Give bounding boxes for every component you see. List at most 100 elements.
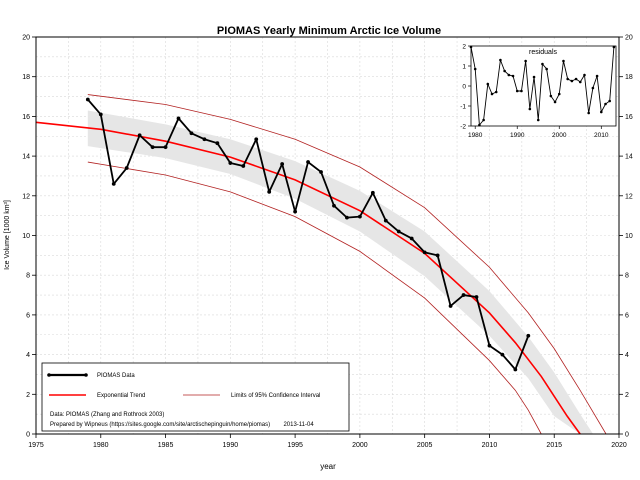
residual-point xyxy=(574,77,578,81)
x-tick-label: 1995 xyxy=(287,442,303,449)
x-tick-label: 2020 xyxy=(611,442,627,449)
inset-x-tick-label: 1980 xyxy=(468,132,483,139)
residual-point xyxy=(583,73,586,77)
residual-point xyxy=(562,59,565,63)
residual-point xyxy=(612,45,616,49)
data-point xyxy=(357,214,362,219)
y-tick-label-left: 18 xyxy=(22,74,30,81)
x-tick-label: 2010 xyxy=(482,442,498,449)
y-tick-label-left: 6 xyxy=(26,312,30,319)
data-point xyxy=(176,116,181,121)
y-tick-label-right: 20 xyxy=(625,35,633,42)
legend-box xyxy=(41,362,350,432)
x-tick-label: 1975 xyxy=(28,442,44,449)
residual-point xyxy=(515,89,519,93)
x-tick-label: 1985 xyxy=(158,442,174,449)
y-tick-label-right: 14 xyxy=(625,154,633,161)
residual-point xyxy=(507,73,511,77)
confidence-limits xyxy=(87,94,607,435)
y-tick-label-right: 6 xyxy=(625,312,629,319)
x-tick-label: 1980 xyxy=(93,442,109,449)
residual-point xyxy=(599,110,603,114)
y-axis-label: Ice Volume [1000 km³] xyxy=(4,200,11,270)
inset-y-tick-label: 2 xyxy=(462,44,466,51)
data-point xyxy=(332,203,336,208)
residual-point xyxy=(528,107,532,111)
residual-point xyxy=(486,82,490,86)
residual-point xyxy=(503,69,506,73)
y-tick-label-left: 16 xyxy=(22,114,30,121)
residual-point xyxy=(545,67,548,71)
inset-axes: -2 -1 0 1 2 1980 1990 2000 2010 xyxy=(460,44,609,140)
data-point xyxy=(487,343,492,348)
inset-x-tick-label: 1990 xyxy=(510,132,525,139)
data-point xyxy=(526,333,531,338)
data-point xyxy=(448,304,453,308)
y-tick-label-right: 2 xyxy=(625,392,629,399)
confidence-band-area xyxy=(87,110,594,434)
confidence-limit-upper xyxy=(87,94,607,435)
y-tick-label-left: 0 xyxy=(26,432,30,439)
legend-preparer-note: Prepared by Wipneus (https://sites.googl… xyxy=(50,422,314,428)
data-point xyxy=(422,250,427,255)
residual-point xyxy=(566,77,569,81)
residual-point xyxy=(469,45,473,49)
legend-label-piomas: PIOMAS Data xyxy=(97,373,135,379)
legend-label-limits: Limits of 95% Confidence Interval xyxy=(231,393,320,399)
y-tick-label-left: 12 xyxy=(22,193,30,200)
data-point xyxy=(370,190,375,195)
y-tick-label-right: 4 xyxy=(625,352,629,359)
data-point xyxy=(435,253,440,258)
inset-y-tick-label: -2 xyxy=(460,124,466,131)
legend-label-trend: Exponential Trend xyxy=(97,393,145,399)
residual-point xyxy=(608,99,611,103)
piomas-series xyxy=(85,97,531,372)
residual-point xyxy=(604,102,607,106)
data-point xyxy=(293,209,298,214)
x-tick-label: 2005 xyxy=(417,442,433,449)
x-axis: 1975 1980 1985 1990 1995 2000 2005 2010 2015 2020 xyxy=(28,434,627,449)
data-point xyxy=(513,367,518,372)
residual-point xyxy=(478,123,481,127)
inset-y-tick-label: -1 xyxy=(460,104,466,111)
y-tick-label-left: 2 xyxy=(26,392,30,399)
y-tick-label-left: 8 xyxy=(26,273,30,280)
inset-title: residuals xyxy=(529,49,558,56)
data-point xyxy=(306,160,310,164)
y-tick-label-left: 4 xyxy=(26,352,30,359)
x-tick-label: 1990 xyxy=(223,442,239,449)
inset-x-tick-label: 2000 xyxy=(552,132,567,139)
x-axis-label: year xyxy=(320,462,336,471)
y-tick-label-right: 16 xyxy=(625,114,633,121)
x-tick-label: 2015 xyxy=(546,442,562,449)
residual-point xyxy=(473,67,477,71)
data-point xyxy=(150,145,155,150)
residual-point xyxy=(587,111,590,115)
residual-point xyxy=(490,92,494,96)
data-point xyxy=(254,137,259,142)
y-tick-label-right: 12 xyxy=(625,193,633,200)
residual-point xyxy=(494,90,498,94)
y-tick-label-left: 10 xyxy=(22,233,30,240)
inset-frame xyxy=(470,45,617,127)
residuals-series xyxy=(469,45,616,127)
data-point xyxy=(85,97,90,102)
residual-point xyxy=(536,118,540,122)
legend-data-source: Data: PIOMAS (Zhang and Rothrock 2003) xyxy=(50,412,164,418)
data-point xyxy=(163,145,168,150)
y-tick-label-left: 14 xyxy=(22,154,30,161)
residual-point xyxy=(591,86,595,90)
residual-point xyxy=(499,58,502,62)
y-tick-label-right: 10 xyxy=(625,233,633,240)
residual-point xyxy=(595,74,599,78)
residual-point xyxy=(524,59,527,63)
data-point xyxy=(383,218,388,223)
data-point xyxy=(202,137,207,142)
inset-y-tick-label: 1 xyxy=(462,64,466,71)
residual-point xyxy=(570,79,574,83)
data-point xyxy=(319,170,323,174)
confidence-band xyxy=(87,110,594,434)
y-tick-label-right: 8 xyxy=(625,273,629,280)
residual-point xyxy=(553,100,557,104)
